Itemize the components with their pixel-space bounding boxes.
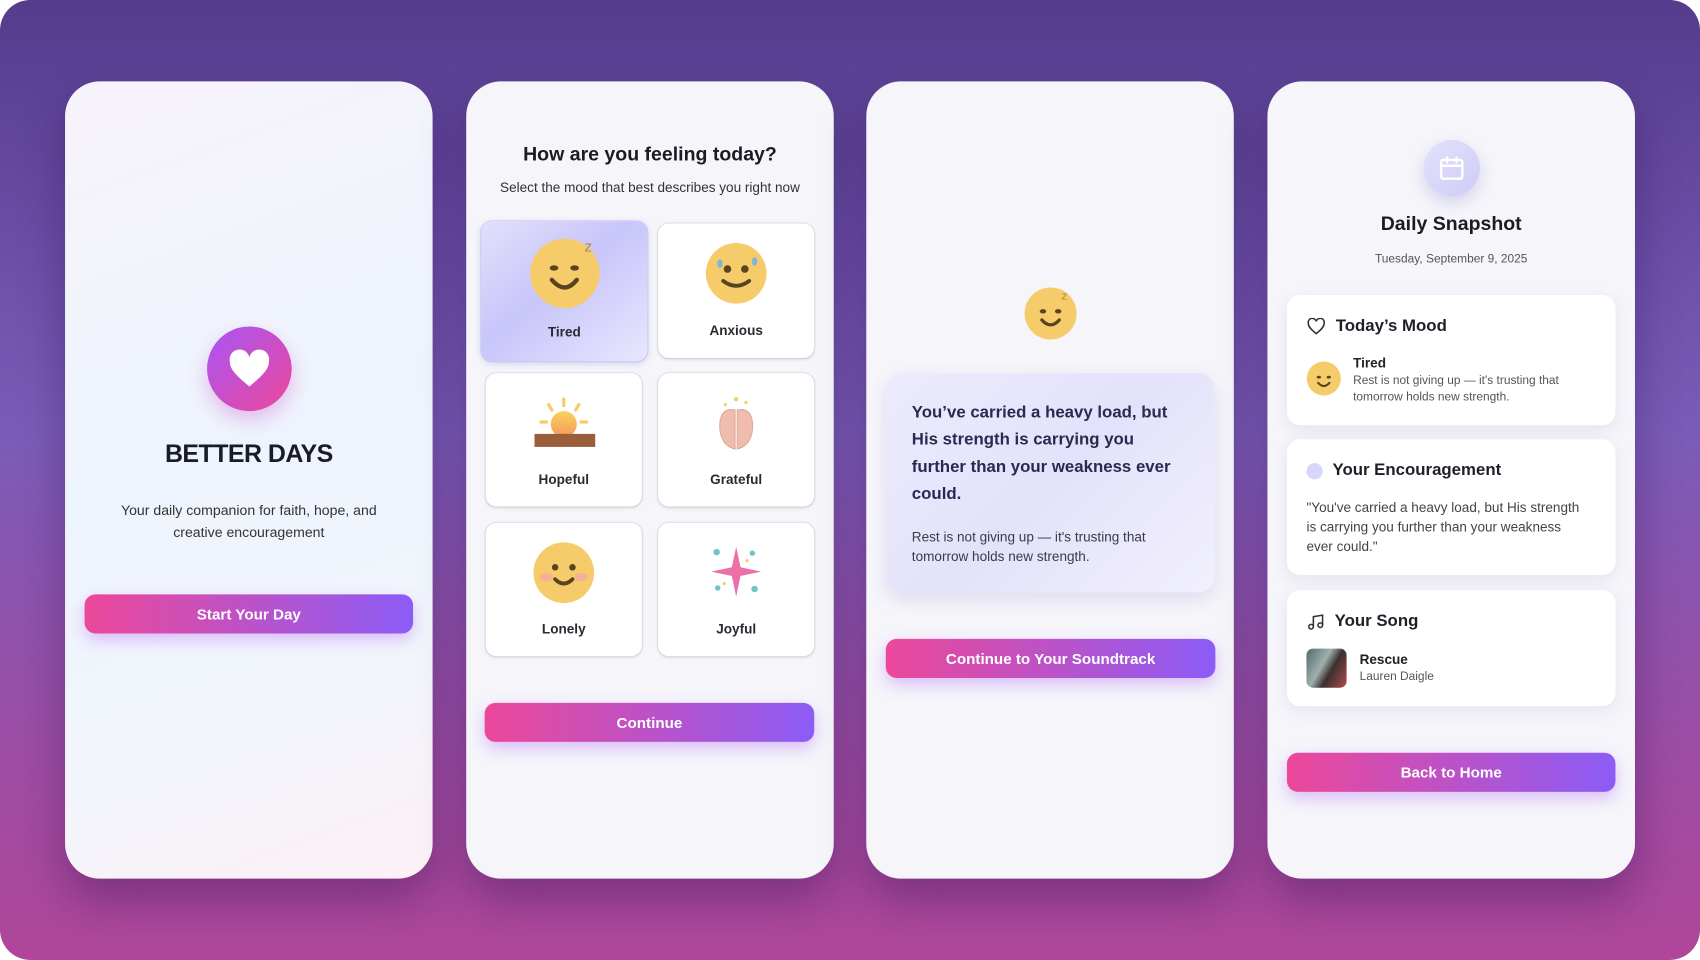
album-art[interactable] bbox=[1306, 648, 1347, 688]
encouragement-subtext: Rest is not giving up — it's trusting th… bbox=[912, 527, 1146, 566]
subtext-line: tomorrow holds new strength. bbox=[911, 548, 1090, 565]
mood-label: Lonely bbox=[541, 621, 586, 637]
heading-text: Today’s Mood bbox=[1335, 316, 1447, 336]
description-line: tomorrow holds new strength. bbox=[1353, 390, 1510, 404]
subtext-line: Rest is not giving up — it's trusting th… bbox=[911, 529, 1146, 545]
quote-line: further than your weakness ever bbox=[911, 457, 1171, 477]
quote-line: could. bbox=[911, 484, 962, 504]
tagline: Your daily companion for faith, hope, an… bbox=[65, 500, 433, 543]
mood-label: Hopeful bbox=[538, 471, 590, 488]
heart-icon bbox=[229, 349, 270, 387]
song-card: Your Song Rescue Lauren Daigle bbox=[1286, 590, 1616, 707]
page-subtitle: Select the mood that best describes you … bbox=[500, 180, 800, 196]
welcome-screen: BETTER DAYS Your daily companion for fai… bbox=[65, 81, 433, 879]
page-title: Daily Snapshot bbox=[1380, 212, 1522, 235]
svg-text:z: z bbox=[584, 240, 591, 256]
mood-label: Anxious bbox=[709, 323, 763, 339]
tagline-line: Your daily companion for faith, hope, an… bbox=[120, 502, 377, 519]
mood-label: Grateful bbox=[710, 471, 763, 488]
heart-logo bbox=[207, 326, 292, 412]
encouragement-screen: z You’ve carried a heavy load, but His s… bbox=[866, 81, 1234, 879]
encouragement-card: Your Encouragement "You've carried a hea… bbox=[1286, 439, 1616, 575]
card-heading: Today’s Mood bbox=[1306, 316, 1447, 337]
lavender-dot-icon bbox=[1306, 462, 1323, 479]
card-heading: Your Encouragement bbox=[1306, 461, 1501, 481]
mood-screen: How are you feeling today? Select the mo… bbox=[466, 81, 834, 879]
mood-label: Joyful bbox=[716, 621, 757, 637]
continue-to-soundtrack-button[interactable]: Continue to Your Soundtrack bbox=[885, 638, 1216, 678]
start-your-day-button[interactable]: Start Your Day bbox=[84, 594, 414, 634]
svg-text:z: z bbox=[1061, 289, 1067, 302]
praying-hands-icon bbox=[719, 397, 754, 450]
encouragement-card: You’ve carried a heavy load, but His str… bbox=[886, 373, 1215, 593]
mood-label: Tired bbox=[547, 324, 581, 340]
sleepy-face-icon: z bbox=[1024, 287, 1077, 340]
mood-option-tired[interactable]: z Tired bbox=[481, 221, 648, 362]
continue-button[interactable]: Continue bbox=[484, 702, 815, 742]
blushing-face-icon bbox=[533, 542, 595, 604]
mood-option-grateful[interactable]: Grateful bbox=[658, 373, 815, 507]
sleepy-face-icon bbox=[1306, 361, 1341, 396]
app-name: BETTER DAYS bbox=[164, 439, 333, 468]
song-title[interactable]: Rescue bbox=[1359, 651, 1408, 668]
text-line: is carrying you further than your weakne… bbox=[1306, 519, 1562, 535]
sparkles-icon bbox=[711, 546, 762, 597]
mood-name: Tired bbox=[1353, 355, 1386, 371]
mood-option-joyful[interactable]: Joyful bbox=[658, 522, 815, 657]
snapshot-screen: Daily Snapshot Tuesday, September 9, 202… bbox=[1267, 81, 1635, 879]
text-line: ever could." bbox=[1306, 539, 1378, 555]
text-line: "You've carried a heavy load, but His st… bbox=[1306, 500, 1580, 516]
calendar-badge bbox=[1423, 139, 1480, 197]
music-note-icon bbox=[1307, 613, 1324, 630]
heart-outline-icon bbox=[1307, 317, 1325, 335]
page-title: How are you feeling today? bbox=[523, 143, 777, 165]
todays-mood-card: Today’s Mood Tired Rest is not giving up… bbox=[1286, 295, 1616, 426]
snapshot-date: Tuesday, September 9, 2025 bbox=[1374, 252, 1528, 266]
encouragement-text: "You've carried a heavy load, but His st… bbox=[1306, 498, 1579, 557]
mood-option-lonely[interactable]: Lonely bbox=[485, 522, 642, 657]
mood-option-hopeful[interactable]: Hopeful bbox=[485, 373, 642, 507]
back-to-home-button[interactable]: Back to Home bbox=[1286, 752, 1616, 792]
sweat-face-icon bbox=[705, 242, 767, 304]
mood-description: Rest is not giving up — it's trusting th… bbox=[1353, 373, 1559, 406]
tagline-line: creative encouragement bbox=[173, 523, 325, 541]
song-artist: Lauren Daigle bbox=[1359, 670, 1434, 684]
quote-line: You’ve carried a heavy load, but bbox=[911, 403, 1168, 422]
encouragement-quote: You’ve carried a heavy load, but His str… bbox=[912, 399, 1171, 507]
quote-line: His strength is carrying you bbox=[911, 430, 1135, 450]
heading-text: Your Encouragement bbox=[1332, 460, 1502, 480]
heading-text: Your Song bbox=[1334, 611, 1419, 631]
sunrise-icon bbox=[534, 397, 596, 447]
sleepy-face-icon: z bbox=[529, 238, 600, 309]
card-heading: Your Song bbox=[1306, 612, 1418, 632]
mood-option-anxious[interactable]: Anxious bbox=[658, 223, 815, 358]
calendar-icon bbox=[1439, 156, 1464, 180]
description-line: Rest is not giving up — it's trusting th… bbox=[1353, 374, 1559, 388]
